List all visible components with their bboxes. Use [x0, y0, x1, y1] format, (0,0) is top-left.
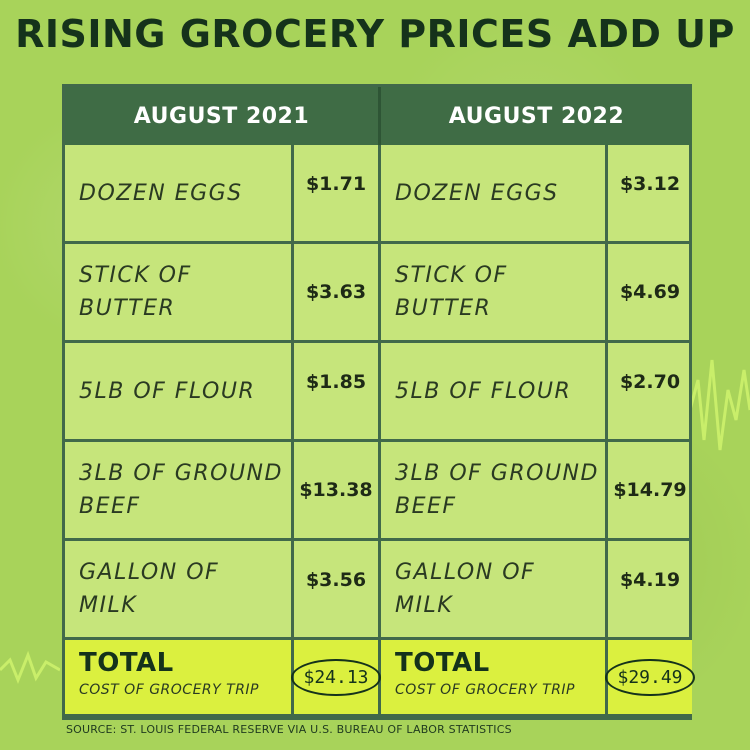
total-value-2022: $29.49 [605, 658, 695, 696]
item-name-line2: BUTTER [79, 296, 176, 321]
price-2022: $2.70 [619, 371, 681, 393]
total-label: TOTAL [395, 648, 490, 678]
item-name-line2: BEEF [79, 494, 141, 519]
item-name: 5LB OF FLOUR [395, 378, 572, 404]
price-cell: $3.63 [294, 244, 381, 343]
header-divider [378, 87, 381, 145]
item-cell: GALLON OF MILK [65, 541, 294, 640]
item-cell: 5LB OF FLOUR [65, 343, 294, 442]
total-label-2021: TOTAL COST OF GROCERY TRIP [65, 640, 294, 717]
price-cell: $14.79 [608, 442, 692, 541]
total-value-2021: $24.13 [291, 658, 381, 696]
total-value-cell-2022: $29.49 [605, 640, 695, 717]
total-value-cell-2021: $24.13 [291, 640, 381, 717]
price-2021: $1.85 [305, 371, 367, 393]
item-name: 5LB OF FLOUR [79, 378, 256, 404]
price-cell: $1.71 [294, 145, 381, 244]
item-name: 3LB OF GROUND [79, 461, 283, 486]
item-name-line2: MILK [79, 593, 138, 618]
item-cell: GALLON OF MILK [381, 541, 608, 640]
total-label: TOTAL [79, 648, 174, 678]
total-sublabel: COST OF GROCERY TRIP [395, 682, 576, 698]
item-name-line2: BUTTER [395, 296, 492, 321]
item-cell: STICK OF BUTTER [381, 244, 608, 343]
item-cell: DOZEN EGGS [381, 145, 608, 244]
decorative-wave-left [0, 650, 60, 685]
price-2022: $4.19 [619, 569, 681, 591]
item-name: DOZEN EGGS [395, 180, 559, 206]
total-label-2022: TOTAL COST OF GROCERY TRIP [381, 640, 608, 717]
item-name: GALLON OF [395, 560, 536, 585]
price-2022: $14.79 [613, 479, 687, 501]
price-cell: $4.19 [608, 541, 692, 640]
price-2022: $3.12 [619, 173, 681, 195]
item-cell: 3LB OF GROUND BEEF [65, 442, 294, 541]
price-2022: $4.69 [619, 281, 681, 303]
item-cell: 3LB OF GROUND BEEF [381, 442, 608, 541]
price-cell: $13.38 [294, 442, 381, 541]
price-table: AUGUST 2021 AUGUST 2022 DOZEN EGGS $1.71 D… [62, 84, 695, 720]
item-cell: STICK OF BUTTER [65, 244, 294, 343]
item-name-line2: MILK [395, 593, 454, 618]
price-cell: $3.12 [608, 145, 692, 244]
column-header-2022: AUGUST 2022 [381, 87, 692, 145]
item-name: DOZEN EGGS [79, 180, 243, 206]
item-cell: 5LB OF FLOUR [381, 343, 608, 442]
decorative-wave-right [690, 359, 750, 451]
price-2021: $3.63 [305, 281, 367, 303]
page-title: RISING GROCERY PRICES ADD UP [15, 12, 735, 56]
item-name: 3LB OF GROUND [395, 461, 599, 486]
column-header-2021: AUGUST 2021 [65, 87, 378, 145]
source-note: SOURCE: ST. LOUIS FEDERAL RESERVE VIA U.… [66, 723, 512, 736]
price-2021: $3.56 [305, 569, 367, 591]
item-cell: DOZEN EGGS [65, 145, 294, 244]
price-cell: $2.70 [608, 343, 692, 442]
total-sublabel: COST OF GROCERY TRIP [79, 682, 260, 698]
item-name: STICK OF [79, 263, 192, 288]
item-name: GALLON OF [79, 560, 220, 585]
price-cell: $1.85 [294, 343, 381, 442]
price-cell: $3.56 [294, 541, 381, 640]
price-2021: $1.71 [305, 173, 367, 195]
price-cell: $4.69 [608, 244, 692, 343]
price-2021: $13.38 [299, 479, 373, 501]
item-name-line2: BEEF [395, 494, 457, 519]
item-name: STICK OF [395, 263, 508, 288]
